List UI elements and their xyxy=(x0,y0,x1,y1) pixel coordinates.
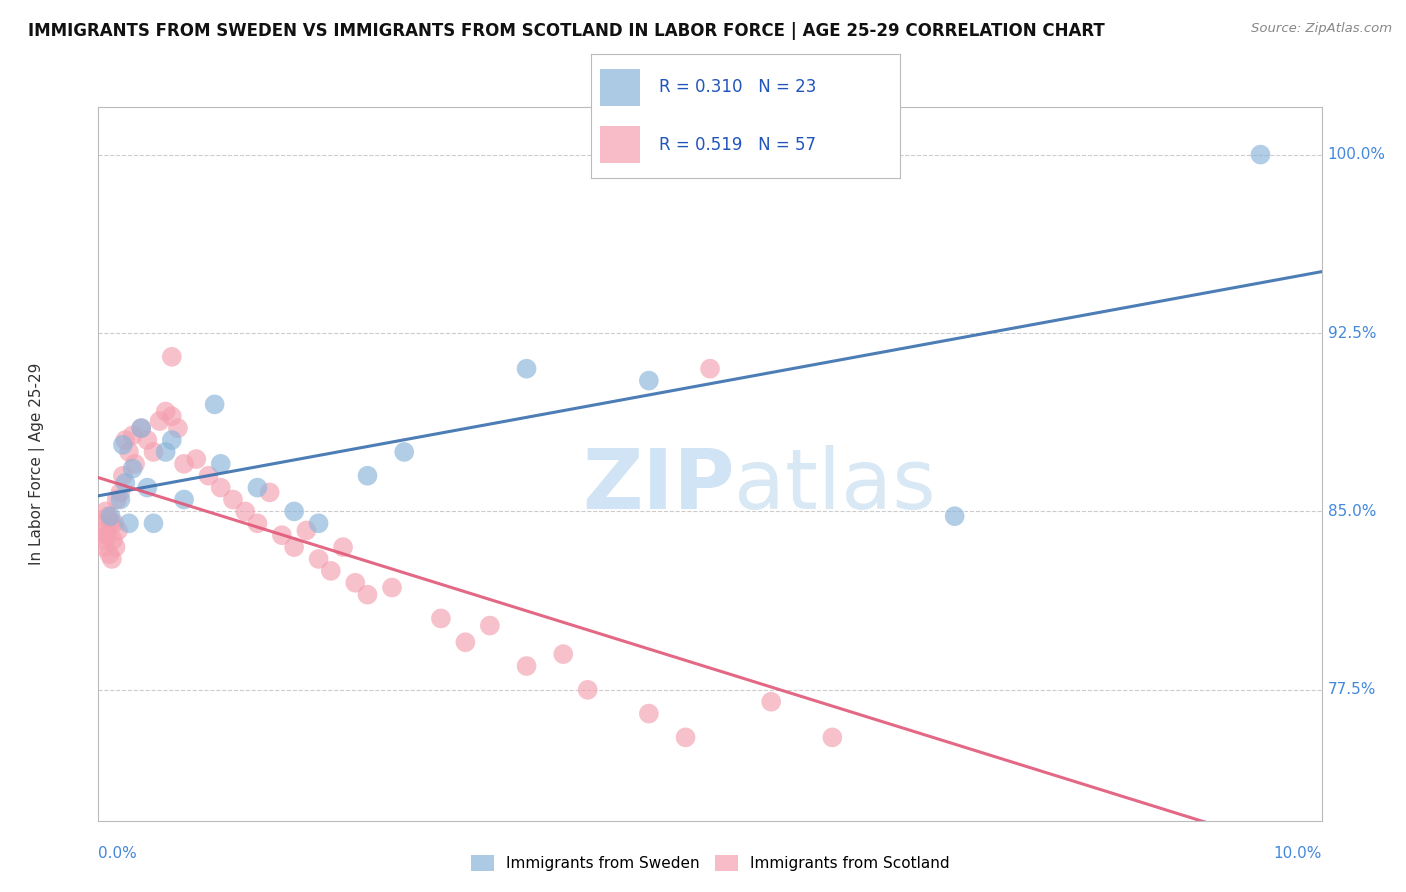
Point xyxy=(283,504,305,518)
Point xyxy=(270,528,294,542)
Point xyxy=(149,414,172,428)
Point xyxy=(308,516,330,531)
Point xyxy=(197,468,219,483)
Point xyxy=(103,516,125,531)
Bar xyxy=(600,69,640,106)
Point xyxy=(90,516,112,531)
Point xyxy=(204,397,226,411)
Point xyxy=(129,421,152,435)
Point xyxy=(101,552,124,566)
Point xyxy=(100,516,122,531)
Point xyxy=(155,445,177,459)
Point xyxy=(167,421,190,435)
Point xyxy=(160,409,183,424)
Point xyxy=(576,682,599,697)
Point xyxy=(173,457,195,471)
Text: 100.0%: 100.0% xyxy=(1327,147,1386,162)
Point xyxy=(478,618,501,632)
Point xyxy=(943,509,966,524)
Point xyxy=(94,504,117,518)
Point xyxy=(97,509,120,524)
Point xyxy=(259,485,281,500)
Point xyxy=(430,611,453,625)
Point xyxy=(222,492,245,507)
Point xyxy=(637,374,661,388)
Point xyxy=(233,504,256,518)
Text: In Labor Force | Age 25-29: In Labor Force | Age 25-29 xyxy=(30,363,45,565)
Point xyxy=(454,635,477,649)
Point xyxy=(1250,147,1272,161)
Point xyxy=(111,468,134,483)
Point xyxy=(344,575,367,590)
Text: Source: ZipAtlas.com: Source: ZipAtlas.com xyxy=(1251,22,1392,36)
Point xyxy=(319,564,342,578)
Point xyxy=(155,404,177,418)
Point xyxy=(93,540,115,554)
Point xyxy=(821,731,844,745)
Point xyxy=(110,492,132,507)
Point xyxy=(98,547,121,561)
Point xyxy=(516,361,538,376)
Text: R = 0.519   N = 57: R = 0.519 N = 57 xyxy=(658,136,815,153)
Point xyxy=(129,421,152,435)
Point xyxy=(101,533,124,547)
Point xyxy=(381,581,404,595)
Point xyxy=(637,706,661,721)
Text: R = 0.310   N = 23: R = 0.310 N = 23 xyxy=(658,78,815,96)
Point xyxy=(136,481,159,495)
Point xyxy=(121,428,143,442)
Point xyxy=(553,647,575,661)
Point xyxy=(356,468,378,483)
Point xyxy=(356,588,378,602)
Text: atlas: atlas xyxy=(734,445,936,525)
Point xyxy=(295,524,318,538)
Text: 10.0%: 10.0% xyxy=(1274,846,1322,861)
Point xyxy=(142,516,165,531)
Text: 85.0%: 85.0% xyxy=(1327,504,1376,519)
Point xyxy=(96,528,118,542)
Text: 92.5%: 92.5% xyxy=(1327,326,1376,341)
Point xyxy=(173,492,195,507)
Point xyxy=(283,540,305,554)
Point xyxy=(160,433,183,447)
Text: ZIP: ZIP xyxy=(582,445,734,525)
Point xyxy=(246,481,269,495)
Point xyxy=(104,540,127,554)
Point xyxy=(118,445,141,459)
Bar xyxy=(600,126,640,163)
Point xyxy=(160,350,183,364)
Point xyxy=(516,659,538,673)
Point xyxy=(110,485,132,500)
Point xyxy=(186,452,208,467)
Point xyxy=(124,457,146,471)
Text: IMMIGRANTS FROM SWEDEN VS IMMIGRANTS FROM SCOTLAND IN LABOR FORCE | AGE 25-29 CO: IMMIGRANTS FROM SWEDEN VS IMMIGRANTS FRO… xyxy=(28,22,1105,40)
Point xyxy=(100,509,122,524)
Point xyxy=(332,540,354,554)
Point xyxy=(91,524,114,538)
Point xyxy=(136,433,159,447)
Point xyxy=(111,438,134,452)
Point xyxy=(121,461,143,475)
Point xyxy=(105,492,128,507)
Text: 77.5%: 77.5% xyxy=(1327,682,1376,698)
Point xyxy=(675,731,697,745)
Point xyxy=(91,533,114,547)
Text: 0.0%: 0.0% xyxy=(98,846,138,861)
Point xyxy=(142,445,165,459)
Point xyxy=(209,481,232,495)
Point xyxy=(114,475,136,490)
Point xyxy=(107,524,129,538)
Point xyxy=(209,457,232,471)
Point xyxy=(118,516,141,531)
Point xyxy=(114,433,136,447)
Point xyxy=(392,445,416,459)
Point xyxy=(761,695,783,709)
Point xyxy=(699,361,721,376)
Point xyxy=(246,516,269,531)
Point xyxy=(308,552,330,566)
Legend: Immigrants from Sweden, Immigrants from Scotland: Immigrants from Sweden, Immigrants from … xyxy=(464,849,956,877)
